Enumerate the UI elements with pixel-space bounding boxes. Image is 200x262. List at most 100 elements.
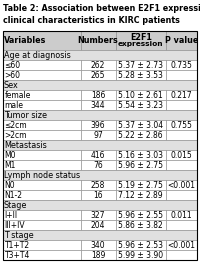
Bar [3,240,81,250]
Text: Stage: Stage [4,200,27,210]
Bar [166,250,197,260]
Text: >60: >60 [4,70,21,79]
Bar [81,70,116,80]
Text: 5.96 ± 2.53: 5.96 ± 2.53 [118,241,163,249]
Text: clinical characteristics in KIRC patients: clinical characteristics in KIRC patient… [3,15,180,25]
Text: 5.16 ± 3.03: 5.16 ± 3.03 [118,150,163,160]
Text: 416: 416 [91,150,105,160]
Bar [81,190,116,200]
Text: >2cm: >2cm [4,130,27,139]
Bar [116,60,166,70]
Bar [3,120,81,130]
Bar [166,130,197,140]
Bar [3,180,81,190]
Text: male: male [4,101,24,110]
Bar [81,160,116,170]
Bar [116,210,166,220]
Bar [116,220,166,230]
Bar [3,170,197,180]
Text: 396: 396 [91,121,105,129]
Text: Tumor size: Tumor size [4,111,47,119]
Bar [166,100,197,110]
Bar [3,130,81,140]
Bar [81,90,116,100]
Bar [3,60,81,70]
Text: <0.001: <0.001 [167,241,195,249]
Text: <0.001: <0.001 [167,181,195,189]
Bar [116,180,166,190]
Bar [3,150,81,160]
Text: P value: P value [165,36,198,45]
Text: 5.99 ± 3.90: 5.99 ± 3.90 [118,250,163,259]
Text: 258: 258 [91,181,105,189]
Bar [81,60,116,70]
Text: Numbers: Numbers [78,36,118,45]
Bar [116,240,166,250]
Text: N1-2: N1-2 [4,190,22,199]
Bar [166,150,197,160]
Bar [81,31,116,50]
Bar [3,200,197,210]
Text: 5.37 ± 3.04: 5.37 ± 3.04 [118,121,163,129]
Text: 5.37 ± 2.73: 5.37 ± 2.73 [118,61,163,69]
Bar [3,160,81,170]
Bar [3,210,81,220]
Text: I+II: I+II [4,210,18,220]
Bar [166,70,197,80]
Bar [81,220,116,230]
Bar [3,100,81,110]
Text: 16: 16 [93,190,103,199]
Bar [81,240,116,250]
Text: 5.28 ± 3.53: 5.28 ± 3.53 [118,70,163,79]
Bar [116,130,166,140]
Text: T stage: T stage [4,231,33,239]
Bar [166,240,197,250]
Bar [3,110,197,120]
Bar [166,90,197,100]
Text: 262: 262 [91,61,105,69]
Bar [116,190,166,200]
Bar [3,230,197,240]
Text: 186: 186 [91,90,105,100]
Bar [3,80,197,90]
Text: 204: 204 [91,221,105,230]
Text: E2F1: E2F1 [130,33,152,42]
Text: T3+T4: T3+T4 [4,250,30,259]
Text: 5.86 ± 3.82: 5.86 ± 3.82 [118,221,163,230]
Text: 189: 189 [91,250,105,259]
Bar [81,210,116,220]
Text: 265: 265 [91,70,105,79]
Bar [166,220,197,230]
Bar [116,31,166,50]
Text: 5.22 ± 2.86: 5.22 ± 2.86 [118,130,163,139]
Bar [116,90,166,100]
Text: 76: 76 [93,161,103,170]
Text: M1: M1 [4,161,16,170]
Bar [166,210,197,220]
Text: 0.011: 0.011 [171,210,192,220]
Text: Age at diagnosis: Age at diagnosis [4,51,71,59]
Text: 7.12 ± 2.89: 7.12 ± 2.89 [118,190,163,199]
Text: 5.10 ± 2.61: 5.10 ± 2.61 [118,90,163,100]
Bar [166,60,197,70]
Text: 0.755: 0.755 [171,121,192,129]
Text: 5.96 ± 2.75: 5.96 ± 2.75 [118,161,163,170]
Text: 5.54 ± 3.23: 5.54 ± 3.23 [118,101,163,110]
Bar [3,250,81,260]
Bar [166,120,197,130]
Bar [3,31,197,260]
Text: 5.96 ± 2.55: 5.96 ± 2.55 [118,210,163,220]
Text: 0.217: 0.217 [171,90,192,100]
Text: 0.735: 0.735 [171,61,192,69]
Bar [116,70,166,80]
Bar [81,130,116,140]
Text: Sex: Sex [4,80,19,90]
Text: Lymph node status: Lymph node status [4,171,80,179]
Bar [3,90,81,100]
Text: female: female [4,90,31,100]
Text: 327: 327 [91,210,105,220]
Bar [166,190,197,200]
Bar [166,180,197,190]
Bar [3,190,81,200]
Bar [116,160,166,170]
